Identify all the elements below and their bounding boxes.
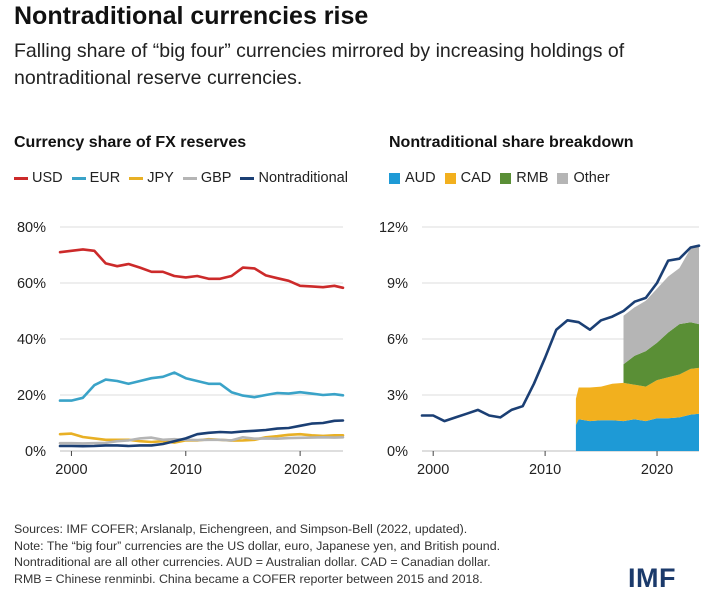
right-chart: 0% 3% 6% 9% 12% 2000 2010 2020: [379, 220, 701, 478]
y-tick-label: 80%: [17, 220, 46, 236]
x-tick-label: 2010: [529, 462, 561, 478]
legend-item-other: Other: [557, 170, 610, 186]
x-tick-label: 2010: [170, 462, 202, 478]
legend-label: CAD: [460, 170, 492, 186]
x-tick-label: 2000: [55, 462, 87, 478]
left-chart: 0% 20% 40% 60% 80% 2000 2010 2020: [17, 220, 345, 478]
legend-item-eur: EUR: [71, 170, 121, 186]
imf-logo: IMF: [628, 563, 676, 593]
x-tick-label: 2020: [284, 462, 316, 478]
legend-swatch: [71, 176, 86, 180]
left-chart-title: Currency share of FX reserves: [14, 134, 247, 151]
y-tick-label: 0%: [25, 444, 46, 460]
y-tick-label: 60%: [17, 276, 46, 292]
series-aud-area: [575, 413, 699, 451]
page-title: Nontraditional currencies rise: [14, 2, 369, 30]
y-tick-label: 12%: [379, 220, 408, 236]
right-chart-legend: AUD CAD RMB Other: [389, 170, 619, 186]
legend-swatch: [557, 172, 569, 184]
note-line: Sources: IMF COFER; Arslanalp, Eichengre…: [14, 522, 468, 536]
legend-swatch: [240, 176, 255, 180]
legend-swatch: [14, 176, 28, 180]
legend-swatch: [444, 172, 456, 184]
x-tick-label: 2020: [641, 462, 673, 478]
legend-label: AUD: [405, 170, 436, 186]
series-gbp-line: [58, 435, 345, 445]
legend-label: Nontraditional: [258, 170, 348, 186]
y-tick-label: 3%: [387, 388, 408, 404]
y-tick-label: 20%: [17, 388, 46, 404]
y-tick-label: 0%: [387, 444, 408, 460]
legend-item-rmb: RMB: [500, 170, 548, 186]
legend-label: GBP: [200, 170, 232, 186]
y-tick-label: 6%: [387, 332, 408, 348]
legend-swatch: [129, 176, 144, 180]
legend-item-gbp: GBP: [182, 170, 232, 186]
legend-label: EUR: [89, 170, 121, 186]
legend-item-usd: USD: [14, 170, 63, 186]
legend-label: RMB: [516, 170, 549, 186]
right-chart-title: Nontraditional share breakdown: [389, 134, 634, 151]
legend-swatch: [389, 172, 400, 184]
legend-swatch: [182, 176, 197, 180]
legend-label: Other: [573, 170, 610, 186]
legend-label: JPY: [147, 170, 174, 186]
legend-item-aud: AUD: [389, 170, 436, 186]
series-nontraditional-line: [420, 244, 701, 423]
legend-label: USD: [32, 170, 63, 186]
legend-item-cad: CAD: [444, 170, 492, 186]
note-line: RMB = Chinese renminbi. China became a C…: [14, 571, 483, 586]
note-line: Note: The “big four” currencies are the …: [14, 538, 501, 553]
left-chart-legend: USD EUR JPY GBP Nontraditional: [14, 170, 357, 186]
y-tick-label: 9%: [387, 276, 408, 292]
y-tick-label: 40%: [17, 332, 46, 348]
legend-item-jpy: JPY: [129, 170, 174, 186]
page-subtitle: Falling share of “big four” currencies m…: [14, 40, 625, 89]
series-other-area: [623, 245, 699, 365]
x-tick-label: 2000: [417, 462, 449, 478]
series-usd-line: [58, 248, 345, 290]
source-notes: Sources: IMF COFER; Arslanalp, Eichengre…: [14, 521, 500, 587]
series-rmb-area: [623, 322, 699, 387]
legend-item-nontraditional: Nontraditional: [240, 170, 348, 186]
series-cad-area: [575, 367, 699, 425]
series-nontraditional-line: [58, 419, 345, 448]
note-line: Nontraditional are all other currencies.…: [14, 555, 491, 569]
series-eur-line: [58, 371, 345, 402]
legend-swatch: [500, 172, 512, 184]
